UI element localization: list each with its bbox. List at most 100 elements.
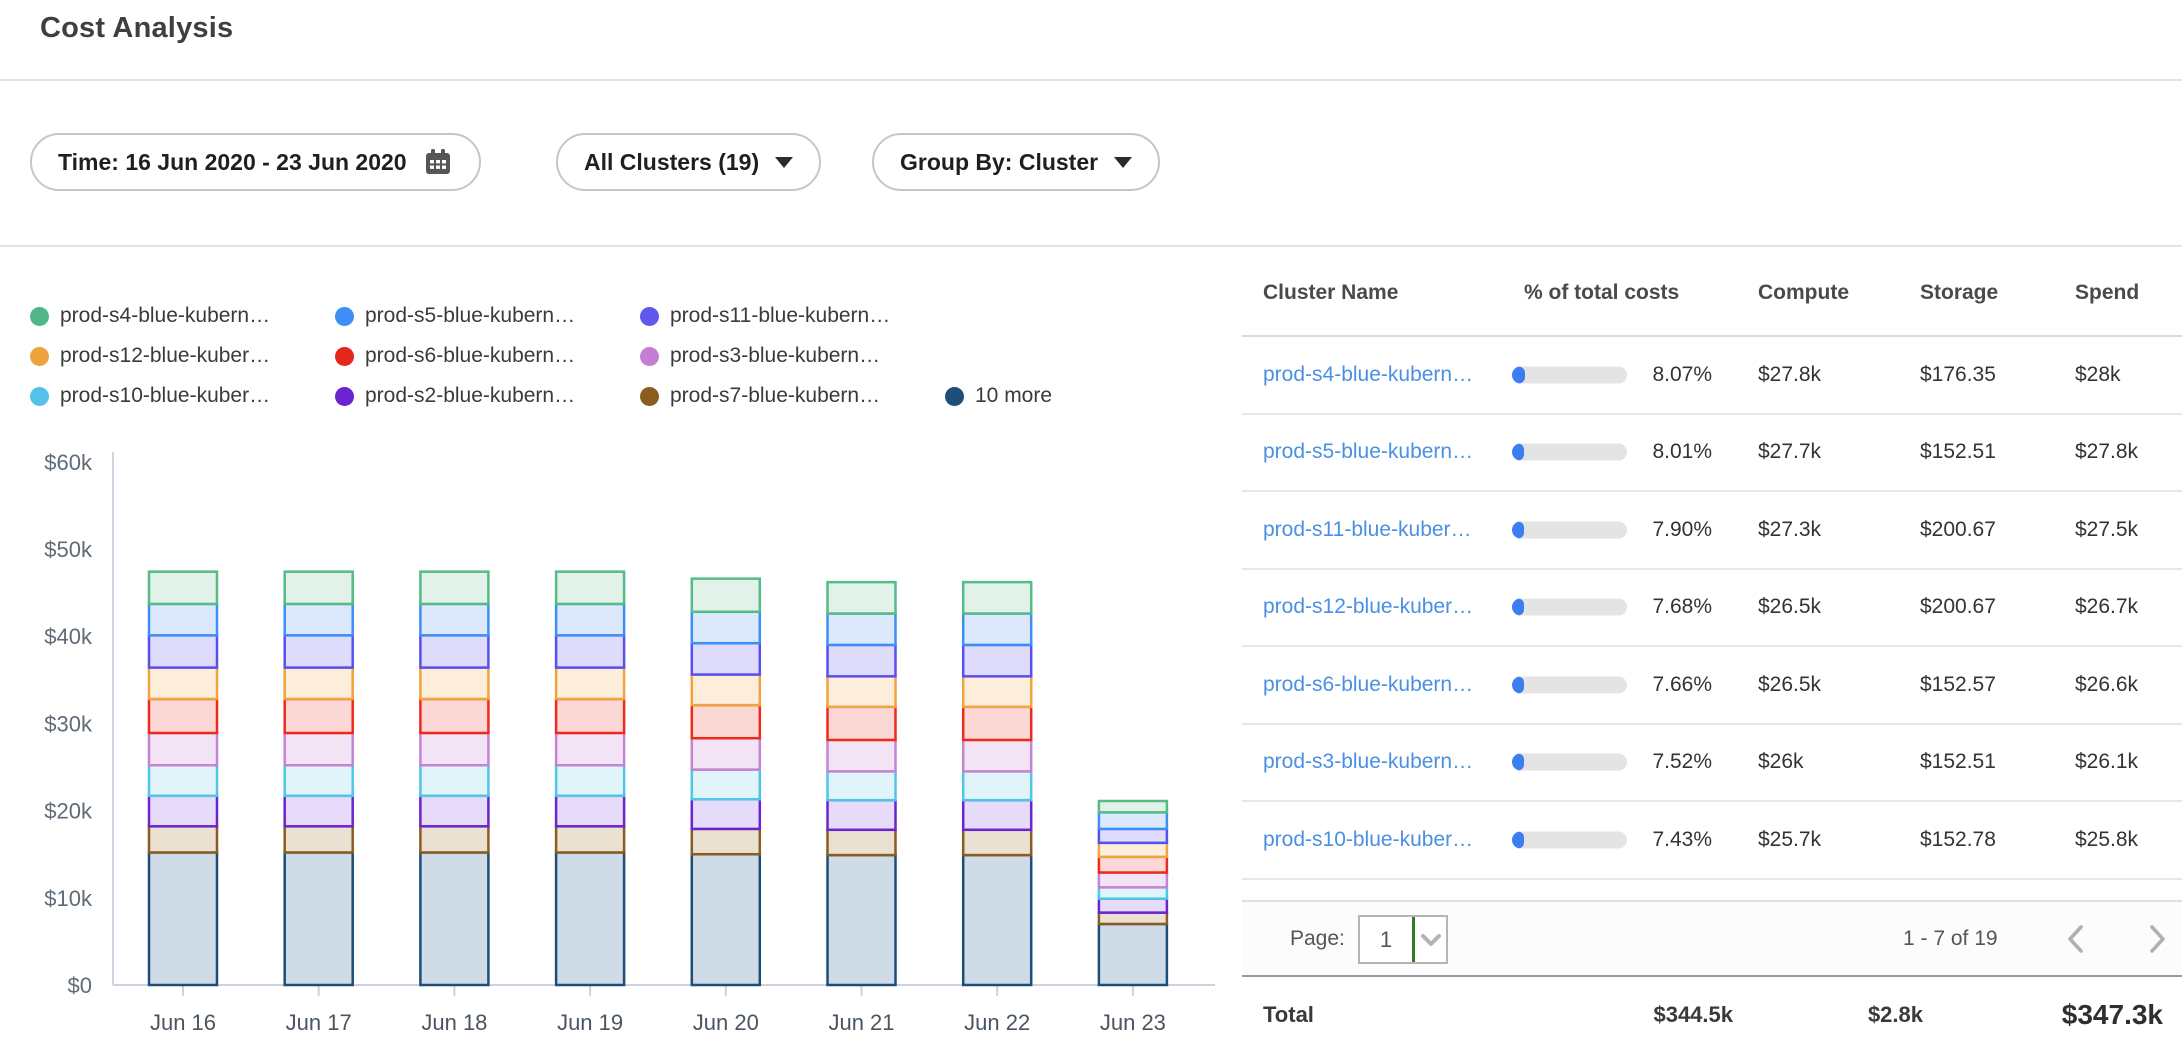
bar-segment[interactable] bbox=[149, 733, 217, 765]
bar-segment[interactable] bbox=[285, 733, 353, 765]
legend-item[interactable]: prod-s5-blue-kubern… bbox=[335, 304, 640, 328]
bar-segment[interactable] bbox=[828, 645, 896, 676]
bar-segment[interactable] bbox=[149, 604, 217, 635]
bar-segment[interactable] bbox=[1099, 913, 1167, 924]
bar-segment[interactable] bbox=[556, 699, 624, 733]
bar-segment[interactable] bbox=[149, 765, 217, 796]
bar-segment[interactable] bbox=[963, 645, 1031, 676]
bar-segment[interactable] bbox=[692, 799, 760, 829]
bar-segment[interactable] bbox=[556, 733, 624, 765]
bar-segment[interactable] bbox=[1099, 924, 1167, 985]
bar-segment[interactable] bbox=[1099, 843, 1167, 857]
bar-segment[interactable] bbox=[420, 635, 488, 667]
bar-segment[interactable] bbox=[556, 852, 624, 985]
bar-segment[interactable] bbox=[149, 572, 217, 604]
bar-segment[interactable] bbox=[692, 579, 760, 612]
bar-segment[interactable] bbox=[285, 852, 353, 985]
bar-segment[interactable] bbox=[556, 572, 624, 604]
bar-segment[interactable] bbox=[420, 796, 488, 827]
legend-item[interactable]: prod-s7-blue-kubern… bbox=[640, 384, 945, 408]
bar-segment[interactable] bbox=[692, 612, 760, 643]
clusters-filter-dropdown[interactable]: All Clusters (19) bbox=[556, 133, 821, 191]
cluster-name-link[interactable]: prod-s11-blue-kuber… bbox=[1263, 518, 1472, 542]
bar-segment[interactable] bbox=[828, 614, 896, 645]
legend-item[interactable]: prod-s10-blue-kuber… bbox=[30, 384, 335, 408]
bar-segment[interactable] bbox=[1099, 899, 1167, 913]
bar-segment[interactable] bbox=[963, 830, 1031, 855]
legend-item[interactable]: prod-s2-blue-kubern… bbox=[335, 384, 640, 408]
bar-segment[interactable] bbox=[692, 738, 760, 769]
legend-item[interactable]: 10 more bbox=[945, 384, 1052, 408]
legend-item[interactable]: prod-s11-blue-kubern… bbox=[640, 304, 945, 328]
bar-segment[interactable] bbox=[149, 796, 217, 827]
bar-segment[interactable] bbox=[285, 668, 353, 699]
cluster-name-link[interactable]: prod-s5-blue-kubern… bbox=[1263, 440, 1473, 464]
bar-segment[interactable] bbox=[1099, 887, 1167, 898]
bar-segment[interactable] bbox=[828, 771, 896, 800]
cluster-name-link[interactable]: prod-s6-blue-kubern… bbox=[1263, 673, 1473, 697]
time-range-filter-button[interactable]: Time: 16 Jun 2020 - 23 Jun 2020 bbox=[30, 133, 481, 191]
bar-segment[interactable] bbox=[1099, 812, 1167, 829]
bar-segment[interactable] bbox=[420, 852, 488, 985]
cluster-name-link[interactable]: prod-s10-blue-kuber… bbox=[1263, 828, 1473, 852]
legend-item[interactable]: prod-s12-blue-kuber… bbox=[30, 344, 335, 368]
bar-segment[interactable] bbox=[420, 699, 488, 733]
bar-segment[interactable] bbox=[963, 771, 1031, 800]
bar-segment[interactable] bbox=[285, 826, 353, 852]
bar-segment[interactable] bbox=[556, 604, 624, 635]
page-number-select[interactable]: 1 bbox=[1358, 915, 1448, 964]
bar-segment[interactable] bbox=[828, 707, 896, 740]
bar-segment[interactable] bbox=[1099, 857, 1167, 873]
legend-item[interactable]: prod-s4-blue-kubern… bbox=[30, 304, 335, 328]
bar-segment[interactable] bbox=[1099, 801, 1167, 812]
bar-segment[interactable] bbox=[692, 643, 760, 674]
next-page-button[interactable] bbox=[2143, 922, 2171, 961]
bar-segment[interactable] bbox=[285, 572, 353, 604]
bar-segment[interactable] bbox=[963, 740, 1031, 771]
bar-segment[interactable] bbox=[692, 705, 760, 738]
bar-segment[interactable] bbox=[1099, 873, 1167, 888]
previous-page-button[interactable] bbox=[2062, 922, 2090, 961]
cluster-name-link[interactable]: prod-s4-blue-kubern… bbox=[1263, 363, 1473, 387]
bar-segment[interactable] bbox=[420, 572, 488, 604]
bar-segment[interactable] bbox=[963, 614, 1031, 645]
bar-segment[interactable] bbox=[828, 855, 896, 985]
bar-segment[interactable] bbox=[963, 800, 1031, 830]
bar-segment[interactable] bbox=[285, 604, 353, 635]
legend-item[interactable]: prod-s6-blue-kubern… bbox=[335, 344, 640, 368]
bar-segment[interactable] bbox=[692, 675, 760, 706]
bar-segment[interactable] bbox=[149, 852, 217, 985]
bar-segment[interactable] bbox=[556, 826, 624, 852]
bar-segment[interactable] bbox=[285, 699, 353, 733]
bar-segment[interactable] bbox=[149, 635, 217, 667]
bar-segment[interactable] bbox=[828, 740, 896, 771]
bar-segment[interactable] bbox=[149, 699, 217, 733]
bar-segment[interactable] bbox=[963, 582, 1031, 613]
bar-segment[interactable] bbox=[420, 604, 488, 635]
bar-segment[interactable] bbox=[828, 582, 896, 613]
bar-segment[interactable] bbox=[692, 829, 760, 854]
bar-segment[interactable] bbox=[1099, 829, 1167, 843]
bar-segment[interactable] bbox=[556, 635, 624, 667]
bar-segment[interactable] bbox=[420, 733, 488, 765]
bar-segment[interactable] bbox=[149, 826, 217, 852]
bar-segment[interactable] bbox=[420, 826, 488, 852]
bar-segment[interactable] bbox=[556, 796, 624, 827]
legend-item[interactable]: prod-s3-blue-kubern… bbox=[640, 344, 945, 368]
bar-segment[interactable] bbox=[149, 668, 217, 699]
cost-stacked-bar-chart[interactable]: $0$10k$20k$30k$40k$50k$60kJun 16Jun 17Ju… bbox=[0, 430, 1230, 1052]
bar-segment[interactable] bbox=[556, 765, 624, 796]
cluster-name-link[interactable]: prod-s3-blue-kubern… bbox=[1263, 750, 1473, 774]
bar-segment[interactable] bbox=[963, 855, 1031, 985]
bar-segment[interactable] bbox=[692, 770, 760, 800]
group-by-dropdown[interactable]: Group By: Cluster bbox=[872, 133, 1160, 191]
bar-segment[interactable] bbox=[828, 800, 896, 830]
bar-segment[interactable] bbox=[285, 796, 353, 827]
bar-segment[interactable] bbox=[828, 830, 896, 855]
bar-segment[interactable] bbox=[556, 668, 624, 699]
cluster-name-link[interactable]: prod-s12-blue-kuber… bbox=[1263, 595, 1473, 619]
bar-segment[interactable] bbox=[828, 676, 896, 707]
bar-segment[interactable] bbox=[285, 765, 353, 796]
bar-segment[interactable] bbox=[420, 765, 488, 796]
bar-segment[interactable] bbox=[963, 707, 1031, 740]
